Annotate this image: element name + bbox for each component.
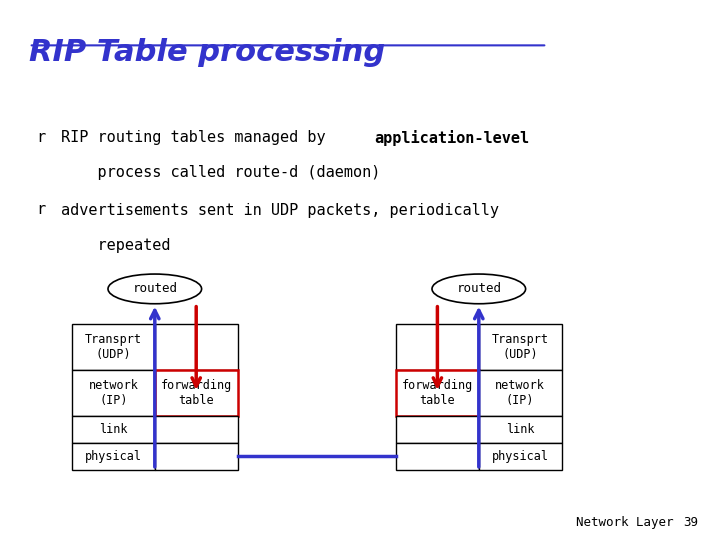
Text: forwarding
table: forwarding table	[161, 379, 232, 407]
Bar	[479, 416, 562, 443]
Text: physical: physical	[85, 450, 142, 463]
Ellipse shape	[108, 274, 202, 303]
Text: physical: physical	[492, 450, 549, 463]
Bar	[396, 370, 479, 416]
Bar	[396, 324, 479, 370]
Bar	[155, 370, 238, 416]
Text: link: link	[506, 423, 534, 436]
Bar	[396, 443, 479, 470]
Text: RIP Table processing: RIP Table processing	[29, 38, 385, 67]
Bar	[155, 416, 238, 443]
Text: routed: routed	[456, 282, 501, 295]
Bar	[72, 443, 155, 470]
Text: repeated: repeated	[61, 238, 171, 253]
Text: 39: 39	[683, 516, 698, 529]
Bar	[479, 443, 562, 470]
Text: r: r	[36, 202, 45, 218]
Text: RIP routing tables managed by: RIP routing tables managed by	[61, 130, 335, 145]
Bar	[396, 416, 479, 443]
Bar	[72, 416, 155, 443]
Bar	[72, 370, 155, 416]
Bar	[155, 443, 238, 470]
Bar	[155, 324, 238, 370]
Text: Transprt
(UDP): Transprt (UDP)	[492, 333, 549, 361]
Text: Transprt
(UDP): Transprt (UDP)	[85, 333, 142, 361]
Text: advertisements sent in UDP packets, periodically: advertisements sent in UDP packets, peri…	[61, 202, 499, 218]
Text: network
(IP): network (IP)	[89, 379, 138, 407]
Text: r: r	[36, 130, 45, 145]
Bar	[479, 324, 562, 370]
Bar	[72, 324, 155, 370]
Text: Network Layer: Network Layer	[576, 516, 673, 529]
Ellipse shape	[432, 274, 526, 303]
Text: forwarding
table: forwarding table	[402, 379, 473, 407]
Bar	[479, 370, 562, 416]
Text: process called route-d (daemon): process called route-d (daemon)	[61, 165, 381, 180]
Text: routed: routed	[132, 282, 177, 295]
Text: network
(IP): network (IP)	[495, 379, 545, 407]
Text: link: link	[99, 423, 127, 436]
Text: application-level: application-level	[374, 130, 529, 146]
